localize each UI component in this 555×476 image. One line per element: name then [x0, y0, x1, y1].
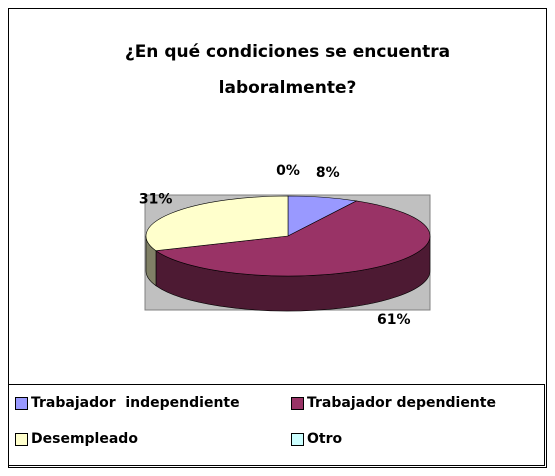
data-label: 8% [316, 165, 340, 181]
chart-title: ¿En qué condiciones se encuentra laboral… [124, 42, 451, 98]
data-label: 0% [276, 163, 300, 179]
data-label: 31% [139, 191, 173, 207]
legend-entry: Desempleado [15, 431, 138, 447]
legend-label: Desempleado [31, 431, 138, 447]
legend-label: Otro [307, 431, 343, 447]
legend-swatch [291, 432, 304, 446]
legend-entry: Trabajador independiente [15, 395, 240, 411]
legend-label: Trabajador dependiente [307, 395, 496, 411]
legend-swatch [15, 432, 28, 446]
legend-entry: Otro [291, 431, 342, 447]
data-label: 61% [377, 312, 411, 328]
legend-label: Trabajador independiente [31, 395, 240, 411]
legend-swatch [291, 396, 304, 410]
legend-swatch [15, 396, 28, 410]
pie-slice [145, 195, 289, 252]
legend: Trabajador independiente Trabajador depen… [8, 384, 545, 466]
legend-entry: Trabajador dependiente [291, 395, 496, 411]
pie-slice [155, 200, 431, 277]
